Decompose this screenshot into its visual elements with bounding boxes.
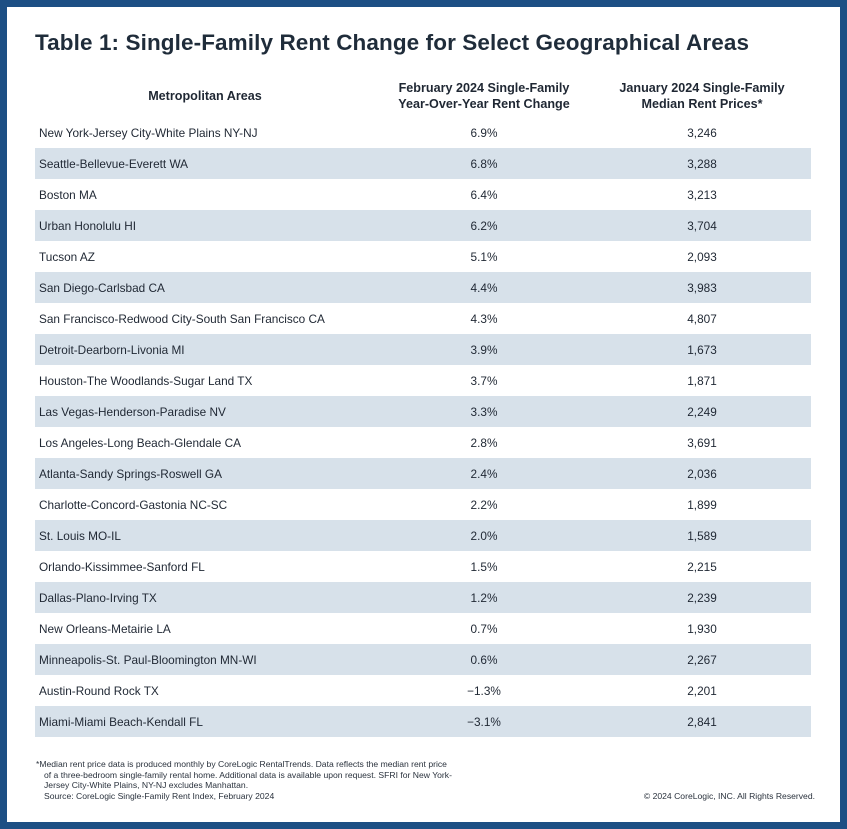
metro-area-cell: Houston-The Woodlands-Sugar Land TX — [35, 365, 375, 396]
metro-area-cell: Los Angeles-Long Beach-Glendale CA — [35, 427, 375, 458]
table-body: New York-Jersey City-White Plains NY-NJ 6… — [35, 117, 811, 737]
median-rent-cell: 1,899 — [593, 489, 811, 520]
rent-change-table: Metropolitan Areas February 2024 Single-… — [35, 75, 811, 737]
rent-change-cell: 6.9% — [375, 117, 593, 148]
rent-change-cell: 4.4% — [375, 272, 593, 303]
rent-change-cell: 6.2% — [375, 210, 593, 241]
table-row: Charlotte-Concord-Gastonia NC-SC 2.2% 1,89… — [35, 489, 811, 520]
table-row: Austin-Round Rock TX −1.3% 2,201 — [35, 675, 811, 706]
footnote-line: of a three-bedroom single-family rental … — [44, 769, 452, 780]
table-row: New York-Jersey City-White Plains NY-NJ 6… — [35, 117, 811, 148]
column-header-line: Metropolitan Areas — [148, 89, 262, 103]
rent-change-cell: 0.6% — [375, 644, 593, 675]
column-header-line: Median Rent Prices* — [641, 97, 763, 111]
median-rent-cell: 3,983 — [593, 272, 811, 303]
metro-area-cell: Urban Honolulu HI — [35, 210, 375, 241]
metro-area-cell: Miami-Miami Beach-Kendall FL — [35, 706, 375, 737]
metro-area-cell: St. Louis MO-IL — [35, 520, 375, 551]
table-title: Table 1: Single-Family Rent Change for S… — [35, 30, 750, 55]
column-header-rent-change: February 2024 Single-Family Year-Over-Yea… — [375, 75, 593, 117]
table-row: St. Louis MO-IL 2.0% 1,589 — [35, 520, 811, 551]
rent-change-cell: 1.2% — [375, 582, 593, 613]
median-rent-cell: 3,704 — [593, 210, 811, 241]
metro-area-cell: New York-Jersey City-White Plains NY-NJ — [35, 117, 375, 148]
rent-change-cell: 2.4% — [375, 458, 593, 489]
rent-change-cell: −3.1% — [375, 706, 593, 737]
median-rent-cell: 3,691 — [593, 427, 811, 458]
metro-area-cell: New Orleans-Metairie LA — [35, 613, 375, 644]
table-row: Orlando-Kissimmee-Sanford FL 1.5% 2,215 — [35, 551, 811, 582]
median-rent-cell: 2,267 — [593, 644, 811, 675]
median-rent-cell: 1,589 — [593, 520, 811, 551]
metro-area-cell: Seattle-Bellevue-Everett WA — [35, 148, 375, 179]
rent-change-cell: 1.5% — [375, 551, 593, 582]
median-rent-cell: 1,673 — [593, 334, 811, 365]
copyright-notice: © 2024 CoreLogic, INC. All Rights Reserv… — [643, 791, 815, 801]
rent-change-cell: 2.2% — [375, 489, 593, 520]
metro-area-cell: Charlotte-Concord-Gastonia NC-SC — [35, 489, 375, 520]
table-row: Tucson AZ 5.1% 2,093 — [35, 241, 811, 272]
column-header-median-rent: January 2024 Single-Family Median Rent Pr… — [593, 75, 811, 117]
rent-change-cell: 3.3% — [375, 396, 593, 427]
median-rent-cell: 2,093 — [593, 241, 811, 272]
rent-change-cell: −1.3% — [375, 675, 593, 706]
metro-area-cell: Las Vegas-Henderson-Paradise NV — [35, 396, 375, 427]
table-row: Minneapolis-St. Paul-Bloomington MN-WI 0.… — [35, 644, 811, 675]
median-rent-cell: 4,807 — [593, 303, 811, 334]
median-rent-cell: 2,215 — [593, 551, 811, 582]
report-card: Table 1: Single-Family Rent Change for S… — [7, 7, 840, 822]
metro-area-cell: Boston MA — [35, 179, 375, 210]
table-row: New Orleans-Metairie LA 0.7% 1,930 — [35, 613, 811, 644]
table-header-row: Metropolitan Areas February 2024 Single-… — [35, 75, 811, 117]
median-rent-cell: 2,239 — [593, 582, 811, 613]
table-row: Houston-The Woodlands-Sugar Land TX 3.7% 1… — [35, 365, 811, 396]
rent-change-cell: 2.0% — [375, 520, 593, 551]
column-header-line: January 2024 Single-Family — [619, 81, 785, 95]
table-row: Seattle-Bellevue-Everett WA 6.8% 3,288 — [35, 148, 811, 179]
median-rent-cell: 1,930 — [593, 613, 811, 644]
table-row: Atlanta-Sandy Springs-Roswell GA 2.4% 2,03… — [35, 458, 811, 489]
metro-area-cell: San Diego-Carlsbad CA — [35, 272, 375, 303]
metro-area-cell: Minneapolis-St. Paul-Bloomington MN-WI — [35, 644, 375, 675]
rent-change-cell: 5.1% — [375, 241, 593, 272]
rent-change-cell: 0.7% — [375, 613, 593, 644]
median-rent-cell: 2,841 — [593, 706, 811, 737]
column-header-line: Year-Over-Year Rent Change — [398, 97, 570, 111]
table-row: Urban Honolulu HI 6.2% 3,704 — [35, 210, 811, 241]
metro-area-cell: Orlando-Kissimmee-Sanford FL — [35, 551, 375, 582]
table-row: Boston MA 6.4% 3,213 — [35, 179, 811, 210]
rent-change-cell: 2.8% — [375, 427, 593, 458]
metro-area-cell: Detroit-Dearborn-Livonia MI — [35, 334, 375, 365]
rent-change-cell: 6.8% — [375, 148, 593, 179]
footnote-line: *Median rent price data is produced mont… — [36, 759, 447, 769]
table-row: Las Vegas-Henderson-Paradise NV 3.3% 2,249 — [35, 396, 811, 427]
median-rent-cell: 1,871 — [593, 365, 811, 396]
column-header-line: February 2024 Single-Family — [398, 81, 570, 95]
median-rent-cell: 2,201 — [593, 675, 811, 706]
metro-area-cell: Tucson AZ — [35, 241, 375, 272]
metro-area-cell: San Francisco-Redwood City-South San Fra… — [35, 303, 375, 334]
rent-change-cell: 3.7% — [375, 365, 593, 396]
table-row: Dallas-Plano-Irving TX 1.2% 2,239 — [35, 582, 811, 613]
rent-change-cell: 6.4% — [375, 179, 593, 210]
median-rent-cell: 3,246 — [593, 117, 811, 148]
table-row: Detroit-Dearborn-Livonia MI 3.9% 1,673 — [35, 334, 811, 365]
median-rent-cell: 2,036 — [593, 458, 811, 489]
rent-change-cell: 4.3% — [375, 303, 593, 334]
metro-area-cell: Austin-Round Rock TX — [35, 675, 375, 706]
footnote: *Median rent price data is produced mont… — [36, 759, 536, 801]
table-row: Miami-Miami Beach-Kendall FL −3.1% 2,841 — [35, 706, 811, 737]
footnote-line: Jersey City-White Plains, NY-NJ excludes… — [44, 780, 249, 791]
median-rent-cell: 2,249 — [593, 396, 811, 427]
column-header-metro: Metropolitan Areas — [35, 75, 375, 117]
metro-area-cell: Dallas-Plano-Irving TX — [35, 582, 375, 613]
median-rent-cell: 3,213 — [593, 179, 811, 210]
metro-area-cell: Atlanta-Sandy Springs-Roswell GA — [35, 458, 375, 489]
footnote-source: Source: CoreLogic Single-Family Rent Ind… — [44, 790, 275, 801]
table-row: San Francisco-Redwood City-South San Fra… — [35, 303, 811, 334]
table-row: San Diego-Carlsbad CA 4.4% 3,983 — [35, 272, 811, 303]
table-row: Los Angeles-Long Beach-Glendale CA 2.8% 3,… — [35, 427, 811, 458]
rent-change-cell: 3.9% — [375, 334, 593, 365]
median-rent-cell: 3,288 — [593, 148, 811, 179]
